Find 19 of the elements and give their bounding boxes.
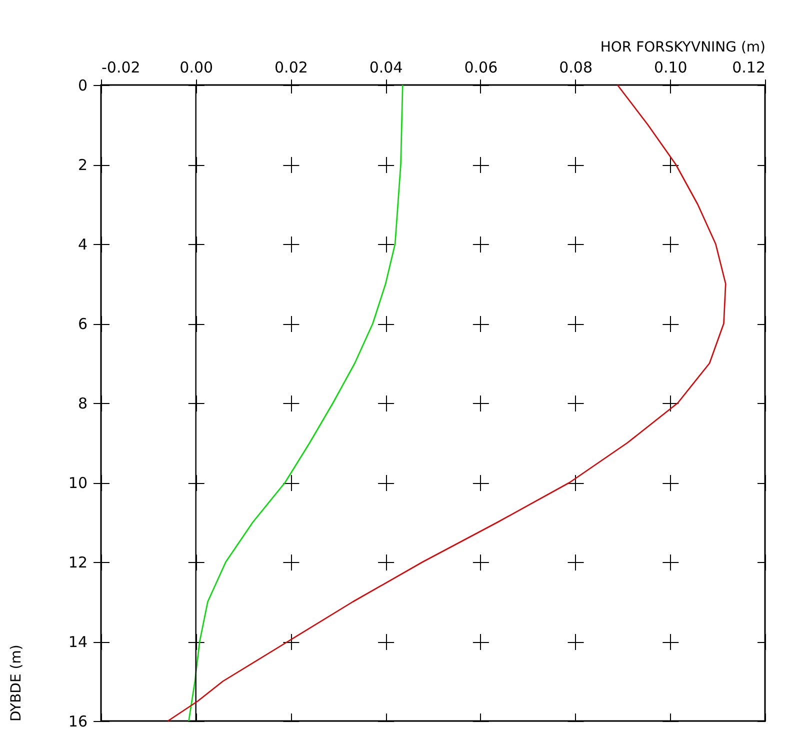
x-tick-label: 0.12 (732, 58, 766, 76)
x-tick-label: -0.02 (102, 58, 140, 76)
x-tick-label: 0.04 (369, 58, 403, 76)
x-tick-label: 0.00 (180, 58, 214, 76)
x-axis-title: HOR FORSKYVNING (m) (600, 40, 766, 56)
y-tick-label: 16 (68, 712, 88, 730)
y-tick-label: 10 (68, 474, 88, 492)
y-tick-label: 12 (68, 554, 88, 572)
y-tick-label: 6 (78, 315, 88, 333)
y-tick-label: 0 (78, 76, 88, 94)
y-tick-label: 14 (68, 633, 88, 651)
y-tick-label: 4 (78, 236, 88, 254)
x-tick-label: 0.08 (559, 58, 592, 76)
x-tick-label: 0.10 (654, 58, 688, 76)
y-tick-label: 8 (78, 394, 88, 412)
y-axis-title: DYBDE (m) (8, 644, 24, 722)
x-tick-label: 0.02 (274, 58, 308, 76)
x-tick-label: 0.06 (464, 58, 498, 76)
y-tick-label: 2 (78, 156, 88, 174)
